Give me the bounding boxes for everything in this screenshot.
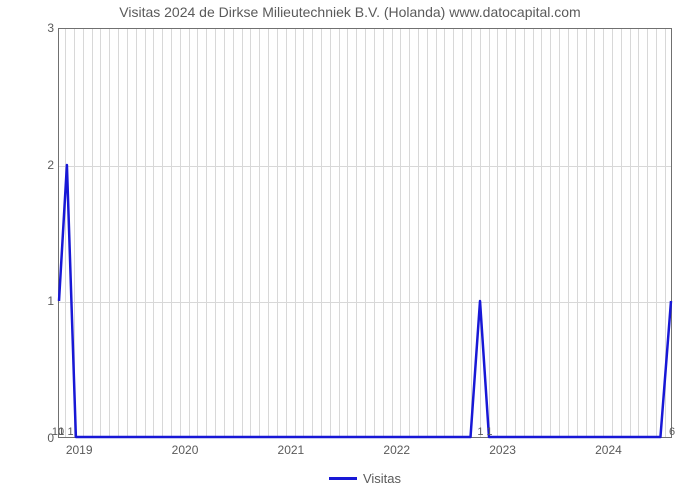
y-tick-label: 1: [14, 294, 54, 308]
legend-label: Visitas: [363, 471, 401, 486]
x-tick-label: 2019: [49, 443, 109, 457]
x-tick-label: 2020: [155, 443, 215, 457]
point-label: 6: [669, 426, 675, 438]
x-tick-label: 2021: [261, 443, 321, 457]
legend-swatch: [329, 477, 357, 480]
line-series: [59, 29, 671, 437]
x-tick-label: 2022: [367, 443, 427, 457]
plot-area: [58, 28, 672, 438]
y-tick-label: 2: [14, 158, 54, 172]
point-label: 1: [477, 426, 483, 438]
y-tick-label: 3: [14, 21, 54, 35]
y-tick-label: 0: [14, 431, 54, 445]
chart-container: Visitas 2024 de Dirkse Milieutechniek B.…: [0, 0, 700, 500]
chart-title: Visitas 2024 de Dirkse Milieutechniek B.…: [0, 4, 700, 20]
point-label: 1 1: [58, 426, 73, 438]
legend: Visitas: [58, 470, 672, 486]
x-tick-label: 2023: [473, 443, 533, 457]
x-tick-label: 2024: [578, 443, 638, 457]
point-label: 1: [486, 426, 492, 438]
